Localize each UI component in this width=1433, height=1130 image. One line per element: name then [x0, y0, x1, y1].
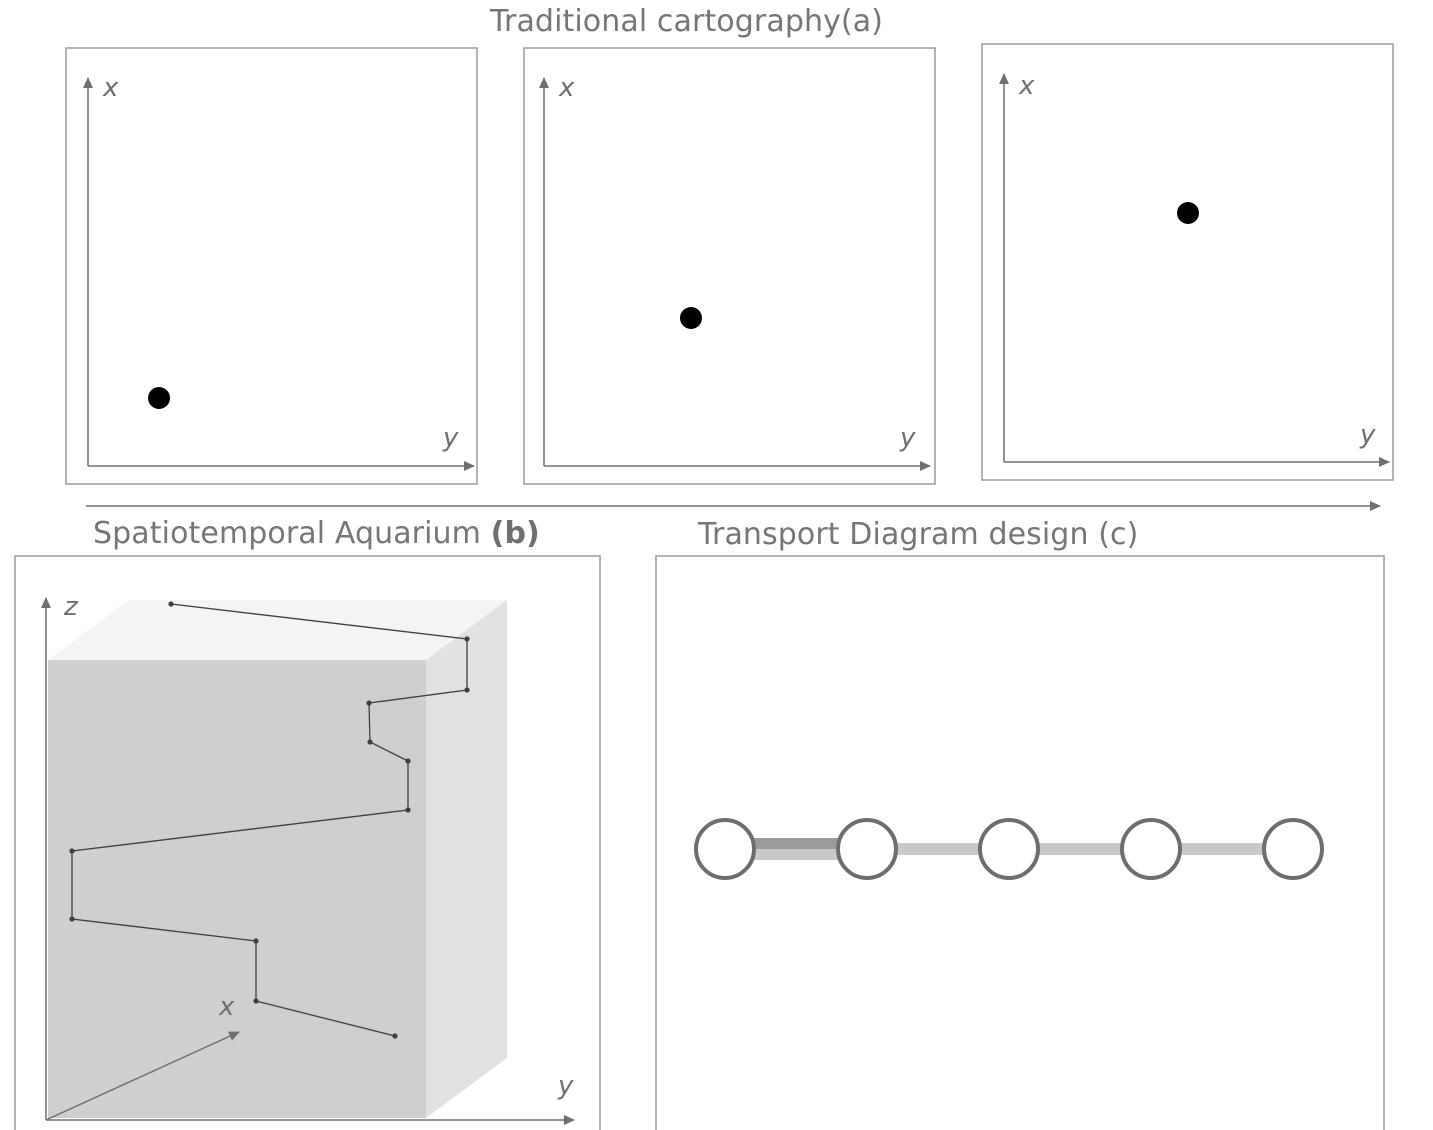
- map-frame-1: x y: [65, 47, 478, 485]
- panel-b-title: Spatiotemporal Aquarium (b): [93, 516, 540, 552]
- panel-b: z x y: [14, 555, 601, 1130]
- map-frame-3: x y: [981, 43, 1394, 481]
- trajectory-point: [253, 998, 259, 1004]
- transport-station-5: [1262, 818, 1324, 880]
- trajectory-point: [405, 758, 411, 764]
- cube-side-face: [426, 600, 507, 1118]
- transport-link-1-dark: [752, 838, 844, 849]
- transport-link-3: [1036, 843, 1128, 855]
- map-frame-3-border: [981, 43, 1394, 481]
- trajectory-point: [69, 848, 75, 854]
- map-frame-2-border: [523, 47, 936, 485]
- panel-b-title-main: Spatiotemporal Aquarium: [93, 516, 491, 551]
- transport-station-4: [1120, 818, 1182, 880]
- trajectory-points: [69, 601, 470, 1039]
- aquarium-y-label: y: [557, 1071, 574, 1101]
- transport-link-2: [894, 843, 986, 855]
- map-frame-1-point: [148, 387, 170, 409]
- trajectory-point: [366, 700, 372, 706]
- trajectory-point: [168, 601, 174, 607]
- panel-b-title-bold: (b): [490, 516, 540, 551]
- map-frame-3-point: [1177, 202, 1199, 224]
- trajectory-point: [392, 1033, 398, 1039]
- map-frame-1-y-label: y: [442, 423, 459, 453]
- trajectory-point: [405, 807, 411, 813]
- trajectory-point: [367, 739, 373, 745]
- trajectory-point: [253, 938, 259, 944]
- trajectory-line: [71, 603, 468, 1037]
- map-frame-3-y-label: y: [1359, 420, 1376, 450]
- trajectory-point: [464, 636, 470, 642]
- map-frame-1-border: [65, 47, 478, 485]
- transport-station-2: [836, 818, 898, 880]
- transport-station-3: [978, 818, 1040, 880]
- transport-link-4: [1178, 843, 1270, 855]
- aquarium-x-axis: [45, 1031, 240, 1121]
- map-frame-1-x-label: x: [102, 73, 119, 103]
- map-frame-2: x y: [523, 47, 936, 485]
- trajectory-point: [69, 916, 75, 922]
- transport-station-1: [694, 818, 756, 880]
- map-frame-2-y-label: y: [899, 423, 916, 453]
- aquarium-x-label: x: [218, 992, 235, 1022]
- panel-a-title: Traditional cartography(a): [490, 4, 884, 39]
- cube-front-face: [48, 660, 426, 1118]
- panel-c-title: Transport Diagram design (c): [698, 517, 1139, 552]
- aquarium-z-label: z: [63, 592, 79, 622]
- map-frame-2-point: [680, 307, 702, 329]
- panel-c: [655, 555, 1385, 1130]
- trajectory-point: [464, 687, 470, 693]
- panel-a: x y x y x y: [65, 43, 1394, 511]
- transport-link-1-light: [752, 849, 844, 860]
- map-frame-3-x-label: x: [1018, 71, 1035, 101]
- cube-top-face: [48, 600, 507, 660]
- map-frame-2-x-label: x: [558, 73, 575, 103]
